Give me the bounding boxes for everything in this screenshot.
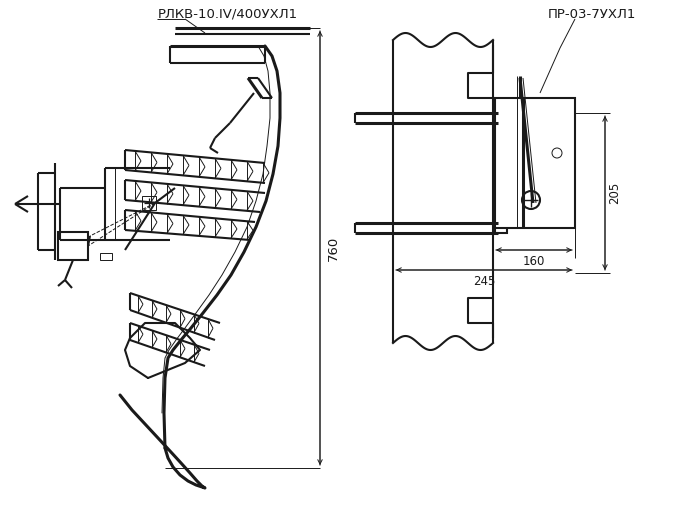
Bar bbox=[495, 223, 507, 233]
Text: РЛКВ-10.IV/400УХЛ1: РЛКВ-10.IV/400УХЛ1 bbox=[158, 8, 298, 20]
Bar bbox=[495, 98, 575, 228]
Bar bbox=[58, 232, 88, 260]
Bar bbox=[495, 113, 507, 123]
Text: 205: 205 bbox=[608, 182, 621, 204]
Bar bbox=[100, 253, 112, 260]
Bar bbox=[142, 196, 156, 210]
Text: 245: 245 bbox=[473, 275, 495, 288]
Text: ПР-03-7УХЛ1: ПР-03-7УХЛ1 bbox=[548, 8, 636, 20]
Text: 760: 760 bbox=[327, 235, 340, 261]
Text: 160: 160 bbox=[523, 255, 545, 268]
